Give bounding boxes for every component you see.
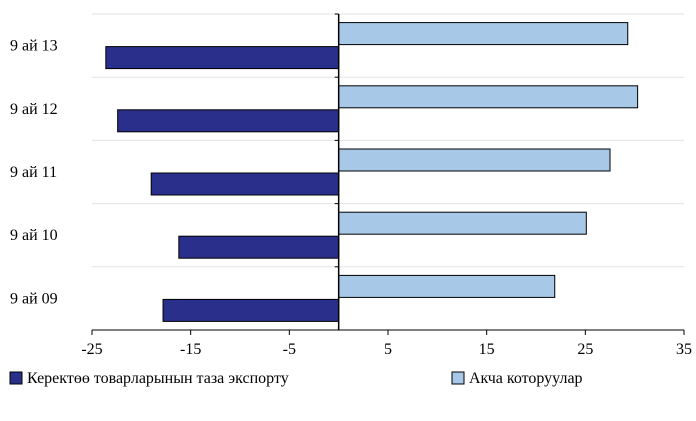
- category-label: 9 ай 10: [10, 227, 58, 244]
- x-tick-label: -15: [180, 341, 201, 358]
- bar-remittances-2: [338, 148, 611, 172]
- legend-label-net-export: Керектөө товарларынын таза экспорту: [27, 370, 289, 387]
- category-label: 9 ай 11: [10, 164, 57, 181]
- category-label: 9 ай 12: [10, 101, 58, 118]
- axis-layer: [91, 13, 685, 335]
- category-label: 9 ай 13: [10, 38, 58, 55]
- category-label: 9 ай 09: [10, 290, 58, 307]
- bar-net-export-4: [105, 46, 340, 70]
- bars-layer: [105, 22, 639, 322]
- bar-net-export-2: [150, 172, 340, 196]
- bar-remittances-0: [338, 274, 556, 298]
- bar-net-export-1: [178, 235, 340, 259]
- legend-layer: Керектөө товарларынын таза экспорту Акча …: [9, 370, 583, 387]
- x-tick-label: -25: [81, 341, 102, 358]
- labels-layer: 9 ай 09 9 ай 10 9 ай 11 9 ай 12 9 ай 13 -25 -1…: [10, 38, 692, 358]
- bar-remittances-4: [338, 22, 629, 46]
- bar-remittances-1: [338, 211, 587, 235]
- legend-swatch-net-export: [9, 371, 23, 385]
- x-tick-label: -5: [283, 341, 296, 358]
- x-tick-label: 15: [479, 341, 495, 358]
- x-tick-label: 35: [676, 341, 692, 358]
- legend-swatch-remittances: [451, 371, 465, 385]
- bar-net-export-0: [162, 298, 340, 322]
- x-tick-label: 25: [577, 341, 593, 358]
- bar-remittances-3: [338, 85, 639, 109]
- x-tick-label: 5: [384, 341, 392, 358]
- legend-label-remittances: Акча которуулар: [469, 370, 583, 387]
- bar-net-export-3: [117, 109, 340, 133]
